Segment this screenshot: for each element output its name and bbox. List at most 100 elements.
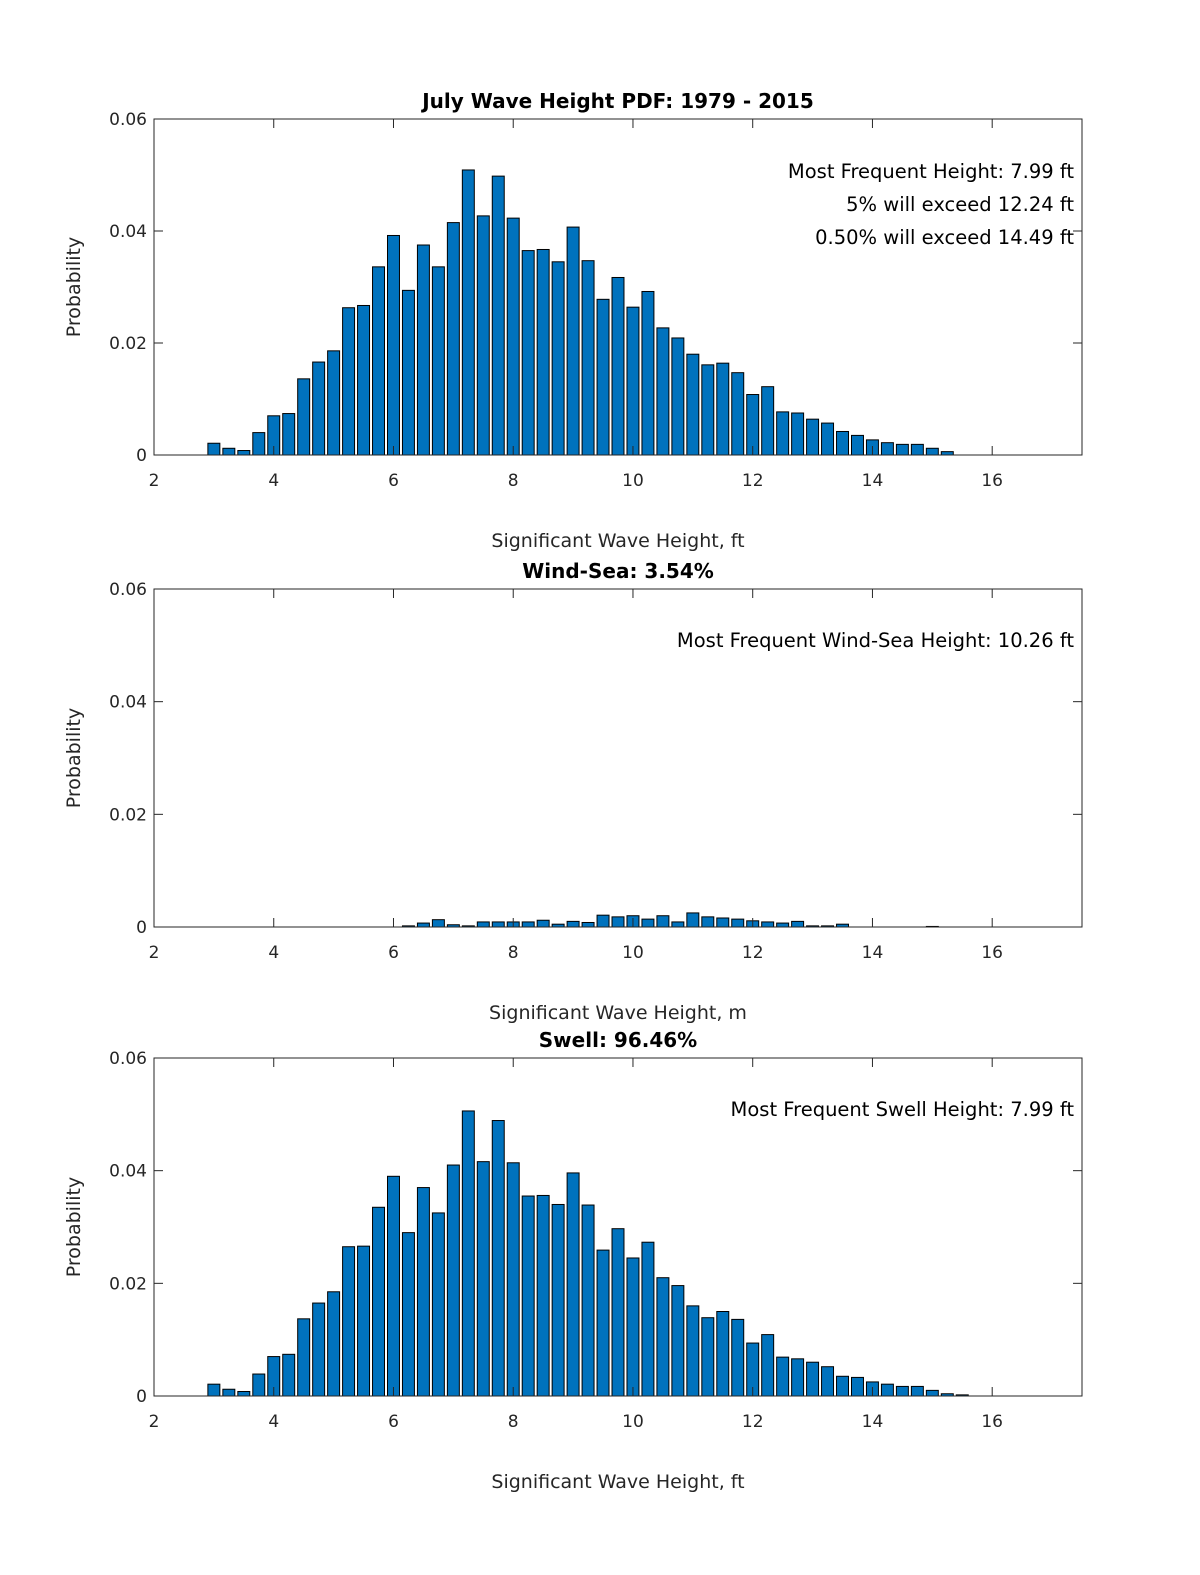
chart-title: Swell: 96.46% — [539, 1028, 697, 1052]
y-tick-label: 0.02 — [109, 1274, 147, 1294]
x-tick-label: 6 — [388, 1412, 399, 1432]
bar — [686, 1305, 700, 1397]
bar — [611, 1228, 625, 1397]
bar — [641, 290, 655, 456]
chart-title: July Wave Height PDF: 1979 - 2015 — [420, 89, 814, 113]
x-tick-label: 4 — [268, 1412, 279, 1432]
bar — [821, 422, 835, 456]
bar — [237, 1390, 251, 1397]
bar — [461, 1110, 475, 1397]
bar — [357, 304, 371, 456]
x-tick-label: 4 — [268, 471, 279, 491]
x-tick-label: 4 — [268, 943, 279, 963]
bar — [252, 1373, 266, 1397]
x-tick-label: 2 — [149, 1412, 160, 1432]
bar — [940, 451, 954, 456]
x-tick-label: 16 — [981, 943, 1003, 963]
panel-swell-pdf: 2 4 6 8 10 12 14 16 0 0.02 0.04 0.06 Swell: 96.46% Si… — [63, 1028, 1083, 1493]
x-tick-label: 6 — [388, 471, 399, 491]
x-tick-label: 6 — [388, 943, 399, 963]
y-axis-label: Probability — [63, 1177, 85, 1277]
bar — [252, 432, 266, 456]
bar — [536, 248, 550, 456]
bar — [895, 1385, 909, 1397]
bar — [581, 921, 595, 928]
bar — [611, 916, 625, 928]
bar — [342, 307, 356, 456]
bar — [791, 920, 805, 928]
x-tick-label: 12 — [742, 471, 764, 491]
bar — [521, 1195, 535, 1397]
annotation: 5% will exceed 12.24 ft — [846, 193, 1074, 216]
bar — [581, 1204, 595, 1397]
bar — [686, 353, 700, 456]
chart-title: Wind-Sea: 3.54% — [522, 559, 714, 583]
bar — [626, 306, 640, 456]
bar — [207, 1383, 221, 1397]
x-tick-label: 12 — [742, 1412, 764, 1432]
bar — [880, 442, 894, 456]
bar — [536, 919, 550, 928]
bar — [282, 1353, 296, 1397]
bar — [342, 1246, 356, 1397]
bar — [476, 1161, 490, 1397]
panel-wind-sea-pdf: 2 4 6 8 10 12 14 16 0 0.02 0.04 0.06 Wind-Sea: 3.54%… — [63, 559, 1083, 1024]
annotation: Most Frequent Swell Height: 7.99 ft — [731, 1098, 1075, 1121]
bar — [476, 215, 490, 456]
x-tick-label: 16 — [981, 471, 1003, 491]
bar — [566, 226, 580, 456]
y-tick-label: 0.04 — [109, 222, 147, 242]
x-tick-label: 16 — [981, 1412, 1003, 1432]
bar — [416, 1187, 430, 1397]
y-tick-label: 0.02 — [109, 334, 147, 354]
bar — [387, 234, 400, 456]
bar — [851, 1376, 864, 1397]
bar — [761, 1334, 775, 1397]
bar — [821, 1366, 835, 1397]
y-tick-label: 0 — [136, 1387, 147, 1407]
bar — [716, 917, 730, 928]
bar — [641, 918, 655, 928]
bar — [327, 350, 341, 456]
bar — [476, 921, 490, 928]
bar — [401, 1232, 415, 1397]
bar — [895, 443, 909, 456]
bar — [372, 266, 385, 456]
bar — [701, 364, 715, 456]
bar — [491, 1120, 505, 1397]
bar — [746, 394, 760, 456]
bar — [701, 1317, 715, 1397]
bar — [222, 1388, 236, 1397]
bar — [566, 920, 580, 928]
bar — [671, 337, 685, 456]
bar — [626, 1257, 640, 1397]
x-tick-label: 8 — [508, 471, 519, 491]
bar — [416, 922, 430, 928]
bar — [671, 921, 685, 928]
bar — [910, 1385, 924, 1397]
bar — [925, 447, 939, 456]
bar — [686, 912, 700, 928]
x-axis-label: Significant Wave Height, ft — [491, 530, 744, 552]
bar — [237, 450, 251, 456]
bar — [761, 386, 775, 456]
bar — [761, 921, 775, 928]
x-axis-label: Significant Wave Height, m — [489, 1002, 747, 1024]
bar — [312, 361, 326, 456]
bar — [566, 1172, 580, 1397]
bar — [806, 1361, 820, 1397]
bar — [716, 362, 730, 456]
bar — [596, 914, 610, 928]
x-tick-label: 10 — [622, 943, 644, 963]
y-tick-label: 0.04 — [109, 693, 147, 713]
x-tick-label: 12 — [742, 943, 764, 963]
bar — [776, 1356, 790, 1397]
bar — [880, 1383, 894, 1397]
bar — [207, 442, 221, 456]
bar — [297, 1318, 311, 1397]
bar — [461, 169, 475, 456]
plot-frame — [153, 1057, 1083, 1397]
bar — [551, 261, 565, 456]
bar — [731, 1318, 745, 1397]
